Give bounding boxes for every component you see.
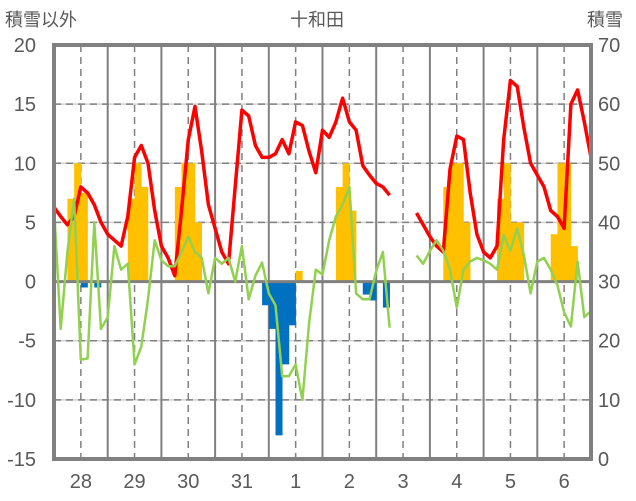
- y-right-tick-label: 70: [598, 35, 620, 57]
- chart-title: 十和田: [290, 10, 344, 31]
- bar-positive: [450, 163, 458, 282]
- bar-positive: [335, 186, 343, 282]
- bar-positive: [74, 163, 82, 282]
- y-right-tick-label: 10: [598, 390, 620, 412]
- bar-positive: [510, 222, 518, 282]
- bar-negative: [275, 281, 283, 436]
- bar-negative: [262, 281, 270, 306]
- x-tick-label: 5: [505, 471, 516, 493]
- bar-positive: [503, 163, 511, 282]
- x-tick-label: 30: [177, 471, 199, 493]
- y-left-tick-label: 5: [25, 212, 36, 234]
- y-left-tick-label: 20: [14, 35, 36, 57]
- x-tick-label: 3: [397, 471, 408, 493]
- bar-positive: [67, 198, 75, 282]
- bar-positive: [497, 198, 505, 282]
- y-left-tick-label: 10: [14, 153, 36, 175]
- y-right-tick-label: 40: [598, 212, 620, 234]
- x-tick-label: 31: [231, 471, 253, 493]
- bar-positive: [550, 234, 558, 282]
- bar-positive: [295, 270, 303, 282]
- bar-negative: [268, 281, 276, 329]
- bar-positive: [342, 163, 350, 282]
- x-tick-label: 28: [70, 471, 92, 493]
- bar-negative: [369, 281, 377, 301]
- bar-positive: [134, 163, 142, 282]
- bar-positive: [181, 163, 189, 282]
- x-tick-label: 6: [559, 471, 570, 493]
- y-right-tick-label: 20: [598, 331, 620, 353]
- y-right-tick-label: 0: [598, 449, 609, 471]
- bar-positive: [127, 198, 135, 282]
- bar-positive: [141, 186, 149, 282]
- right-axis-title: 積雪: [587, 10, 623, 31]
- bar-positive: [517, 222, 525, 282]
- bar-negative: [362, 281, 370, 295]
- x-tick-label: 1: [290, 471, 301, 493]
- bar-positive: [188, 163, 196, 282]
- bar-positive: [80, 192, 88, 282]
- x-tick-label: 4: [451, 471, 462, 493]
- y-right-tick-label: 60: [598, 94, 620, 116]
- y-left-tick-label: 0: [25, 272, 36, 294]
- bar-positive: [194, 222, 202, 282]
- bar-negative: [282, 281, 290, 365]
- y-right-tick-label: 50: [598, 153, 620, 175]
- plot-frame: [52, 43, 593, 461]
- bar-positive: [443, 186, 451, 282]
- bar-positive: [564, 163, 572, 282]
- y-left-tick-label: -15: [7, 449, 36, 471]
- left-axis-title: 積雪以外: [5, 10, 77, 31]
- bar-positive: [570, 246, 578, 282]
- x-tick-label: 2: [344, 471, 355, 493]
- x-tick-label: 29: [123, 471, 145, 493]
- bar-negative: [80, 281, 88, 288]
- bar-negative: [288, 281, 296, 326]
- y-left-tick-label: -10: [7, 390, 36, 412]
- green-line: [52, 185, 592, 402]
- y-left-tick-label: -5: [18, 331, 36, 353]
- y-left-tick-label: 15: [14, 94, 36, 116]
- bar-positive: [463, 222, 471, 282]
- y-right-tick-label: 30: [598, 272, 620, 294]
- red-line: [52, 78, 593, 278]
- bar-positive: [456, 163, 464, 282]
